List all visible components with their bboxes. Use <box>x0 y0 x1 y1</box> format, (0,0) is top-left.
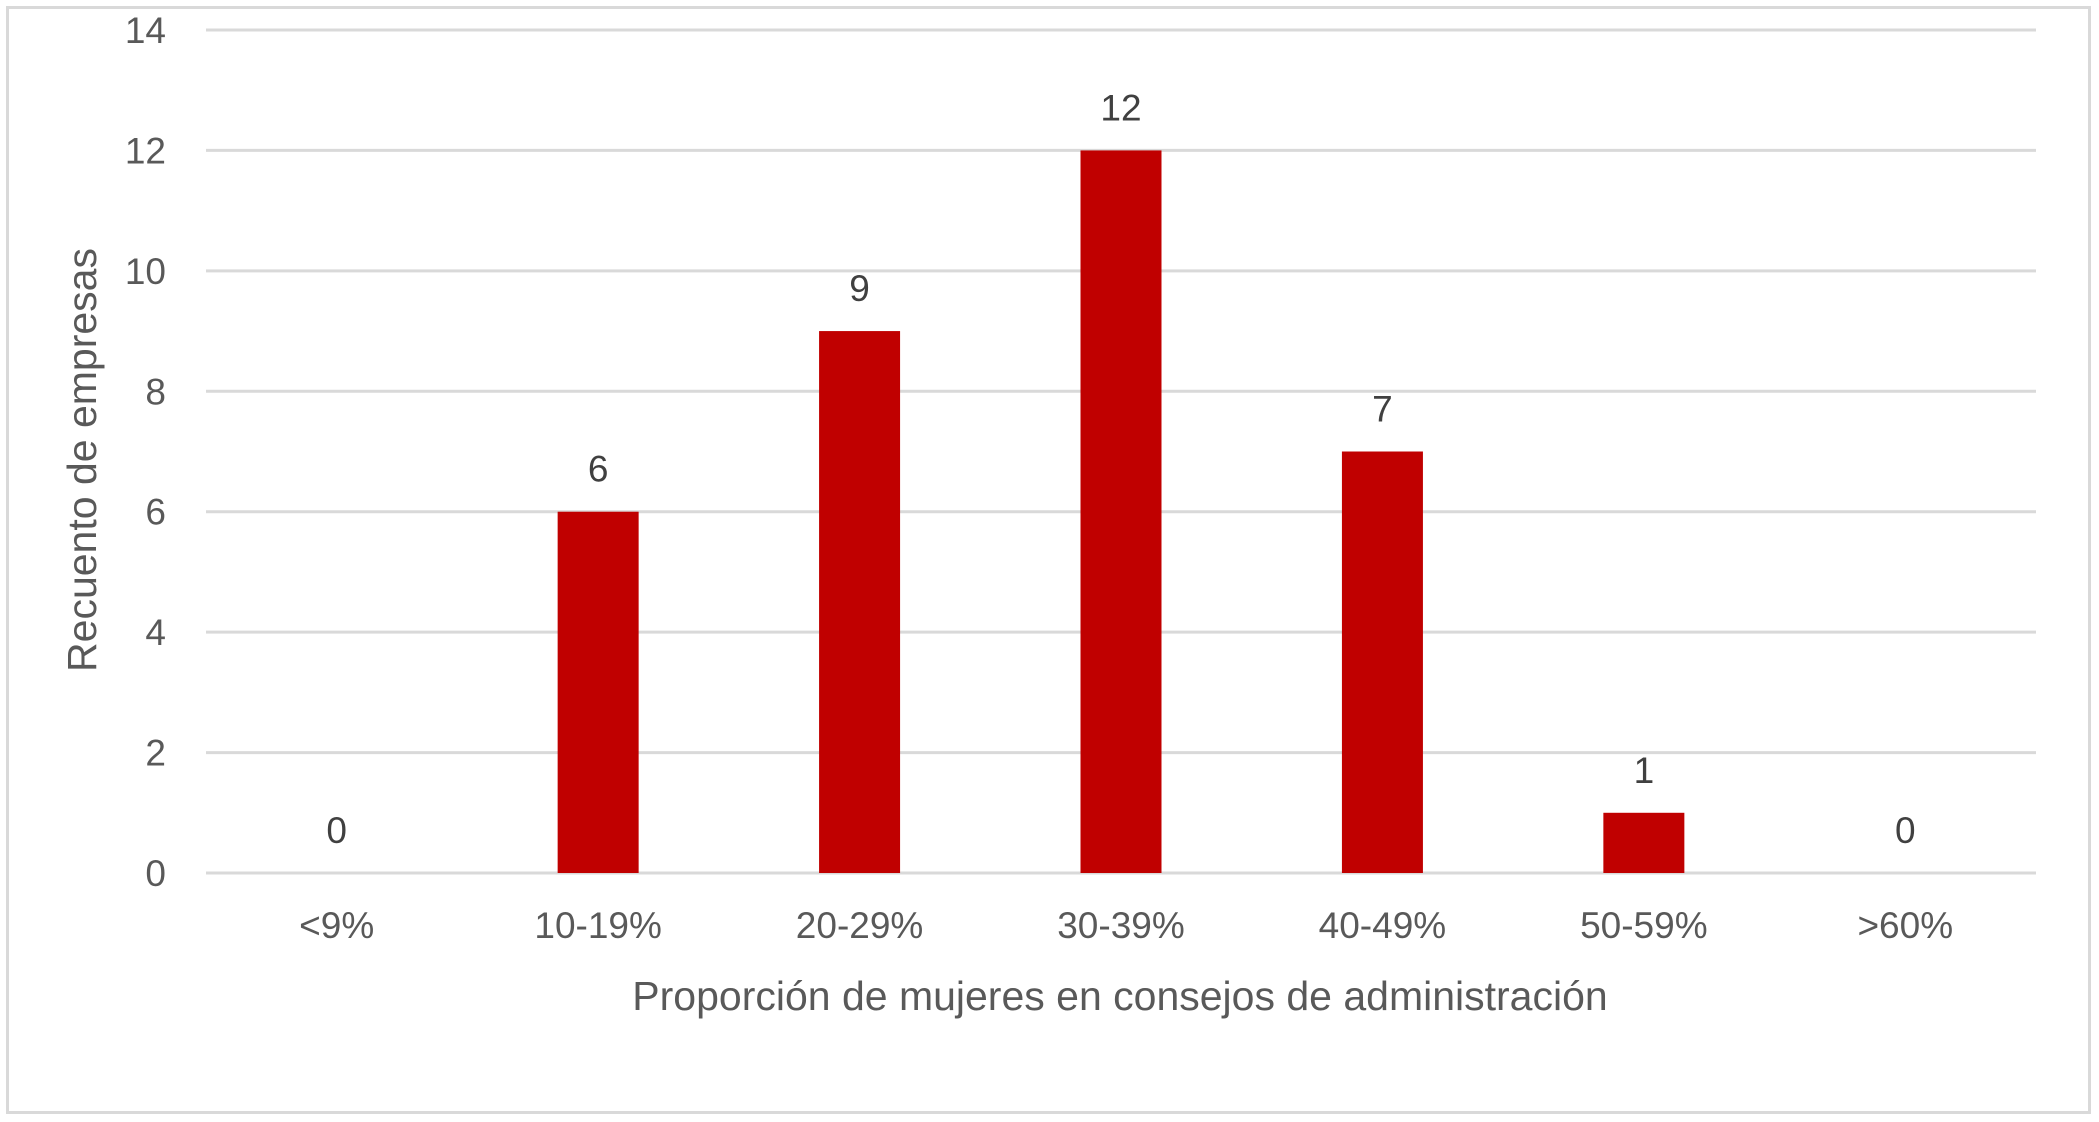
data-label: 0 <box>1895 810 1916 851</box>
data-label: 1 <box>1634 750 1655 791</box>
bar <box>1341 451 1423 873</box>
y-tick-label: 10 <box>125 251 166 292</box>
bar <box>819 331 901 874</box>
data-label: 0 <box>326 810 347 851</box>
data-labels: 0 6 9 12 7 1 0 <box>326 87 1915 851</box>
y-tick-label: 6 <box>145 492 166 533</box>
data-label: 6 <box>588 449 609 490</box>
bar <box>1603 812 1685 873</box>
y-tick-label: 2 <box>145 733 166 774</box>
data-label: 12 <box>1100 87 1141 128</box>
x-tick-label: 50-59% <box>1580 905 1708 946</box>
x-tick-label: >60% <box>1857 905 1953 946</box>
data-label: 7 <box>1372 389 1393 430</box>
bar <box>557 511 639 873</box>
x-tick-label: 20-29% <box>796 905 924 946</box>
y-tick-label: 4 <box>145 612 166 653</box>
chart-frame <box>6 6 2091 1114</box>
y-tick-label: 0 <box>145 853 166 894</box>
bar <box>1080 150 1162 873</box>
y-tick-label: 12 <box>125 130 166 171</box>
data-label: 9 <box>849 268 870 309</box>
bars <box>557 150 1685 874</box>
x-axis-title: Proporción de mujeres en consejos de adm… <box>632 973 1607 1019</box>
y-tick-label: 14 <box>125 10 166 51</box>
y-axis-ticks: 0 2 4 6 8 10 12 14 <box>125 10 166 894</box>
y-axis-title: Recuento de empresas <box>59 248 105 672</box>
x-tick-label: <9% <box>299 905 374 946</box>
x-tick-label: 40-49% <box>1319 905 1447 946</box>
x-axis-ticks: <9% 10-19% 20-29% 30-39% 40-49% 50-59% >60% <box>299 905 1953 946</box>
x-tick-label: 10-19% <box>534 905 662 946</box>
x-tick-label: 30-39% <box>1057 905 1185 946</box>
y-tick-label: 8 <box>145 371 166 412</box>
